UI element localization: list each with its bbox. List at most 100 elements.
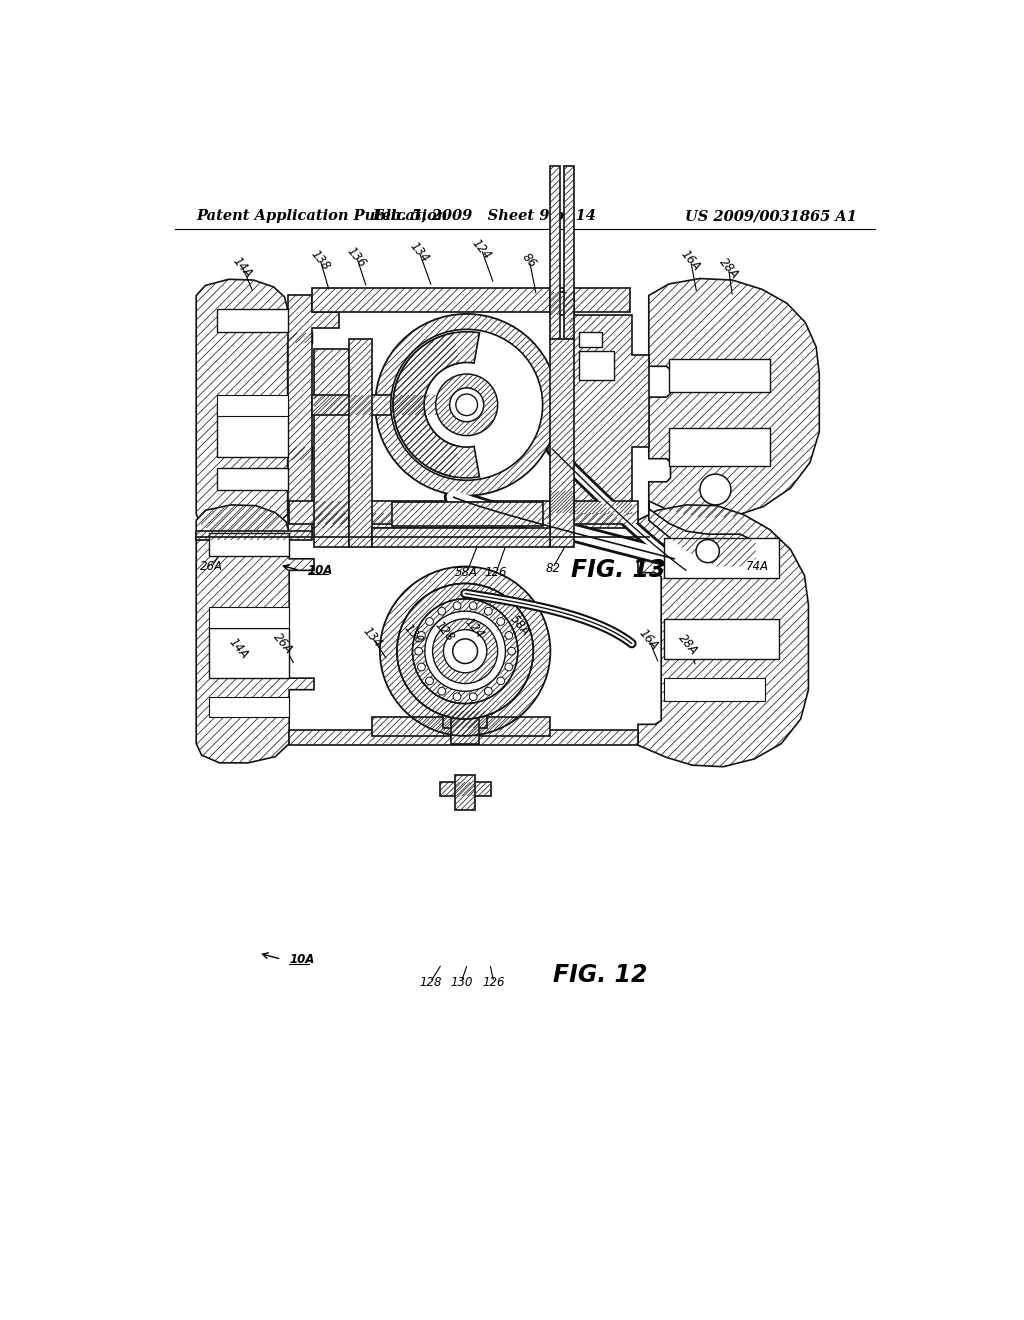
Circle shape	[413, 599, 518, 704]
Text: 126: 126	[482, 975, 505, 989]
Circle shape	[453, 639, 477, 664]
Circle shape	[435, 374, 498, 436]
Circle shape	[450, 388, 483, 422]
Bar	[209, 533, 289, 557]
Bar	[209, 697, 289, 717]
Bar	[665, 539, 779, 578]
Bar	[665, 678, 765, 701]
Bar	[550, 166, 560, 339]
Text: Patent Application Publication: Patent Application Publication	[197, 209, 447, 223]
Bar	[669, 428, 770, 466]
Circle shape	[426, 677, 433, 685]
Bar	[312, 512, 630, 528]
Polygon shape	[560, 314, 649, 515]
Text: Feb. 5, 2009   Sheet 9 of 14: Feb. 5, 2009 Sheet 9 of 14	[373, 209, 596, 223]
Text: 28A: 28A	[716, 256, 741, 281]
Bar	[452, 690, 479, 743]
Circle shape	[418, 631, 425, 639]
Text: 16A: 16A	[637, 627, 662, 652]
Text: 124: 124	[462, 615, 486, 642]
Bar	[564, 166, 573, 339]
Circle shape	[508, 647, 515, 655]
Text: US 2009/0031865 A1: US 2009/0031865 A1	[685, 209, 856, 223]
Bar	[289, 730, 638, 744]
Bar	[579, 331, 602, 347]
Circle shape	[469, 602, 477, 610]
Bar	[372, 528, 550, 548]
Bar	[550, 491, 573, 512]
Text: 16A: 16A	[678, 248, 703, 273]
Circle shape	[454, 602, 461, 610]
Circle shape	[450, 388, 483, 422]
Circle shape	[375, 314, 558, 496]
Circle shape	[391, 330, 543, 480]
Circle shape	[456, 395, 477, 416]
Text: 126: 126	[485, 566, 507, 579]
Circle shape	[425, 611, 506, 692]
Bar	[209, 607, 289, 628]
Circle shape	[438, 688, 445, 696]
Circle shape	[443, 630, 486, 673]
Bar	[314, 350, 349, 548]
Bar	[349, 339, 372, 548]
Text: FIG. 13: FIG. 13	[571, 558, 666, 582]
Bar	[550, 339, 573, 548]
Bar	[197, 531, 312, 540]
Text: FIG. 12: FIG. 12	[553, 962, 647, 986]
Bar	[391, 502, 543, 527]
Circle shape	[484, 688, 493, 696]
Circle shape	[469, 693, 477, 701]
Bar	[312, 395, 467, 414]
Circle shape	[505, 631, 513, 639]
Text: 14A: 14A	[230, 255, 255, 281]
Bar	[439, 781, 490, 796]
Circle shape	[443, 630, 486, 673]
Circle shape	[454, 693, 461, 701]
Circle shape	[397, 583, 534, 719]
Text: 130: 130	[450, 975, 472, 989]
Polygon shape	[288, 296, 339, 537]
Bar	[209, 628, 289, 678]
Text: 134: 134	[408, 239, 431, 265]
Circle shape	[425, 611, 506, 692]
Circle shape	[497, 677, 505, 685]
Bar	[217, 309, 288, 331]
Text: 10A: 10A	[308, 564, 333, 577]
Bar	[443, 711, 486, 729]
Text: 138: 138	[308, 247, 333, 273]
Circle shape	[497, 618, 505, 626]
Bar	[579, 351, 614, 380]
Bar	[217, 404, 288, 457]
Text: 128: 128	[432, 618, 457, 644]
Bar	[372, 717, 550, 737]
Bar	[455, 775, 475, 810]
Circle shape	[415, 647, 423, 655]
Text: 82: 82	[545, 561, 560, 574]
Circle shape	[438, 607, 445, 615]
Text: 14A: 14A	[226, 636, 251, 661]
Circle shape	[413, 599, 518, 704]
Text: 124: 124	[469, 236, 494, 263]
Bar	[665, 619, 779, 659]
Text: 136: 136	[344, 244, 369, 269]
Polygon shape	[393, 333, 460, 477]
Circle shape	[397, 583, 534, 719]
Bar	[550, 292, 573, 314]
Circle shape	[696, 540, 719, 562]
Text: 10A: 10A	[289, 953, 314, 966]
Bar	[217, 395, 288, 416]
Text: 26A: 26A	[201, 560, 223, 573]
Text: 86: 86	[519, 251, 540, 271]
Text: 74A: 74A	[745, 560, 769, 573]
Text: 58A: 58A	[508, 612, 532, 639]
Bar	[289, 502, 638, 524]
Circle shape	[700, 474, 731, 504]
Bar	[312, 288, 630, 313]
Polygon shape	[638, 506, 809, 767]
Polygon shape	[649, 500, 756, 566]
Polygon shape	[393, 331, 479, 478]
Bar	[217, 469, 288, 490]
Text: 28A: 28A	[676, 631, 700, 657]
Circle shape	[426, 618, 433, 626]
Circle shape	[391, 330, 543, 480]
